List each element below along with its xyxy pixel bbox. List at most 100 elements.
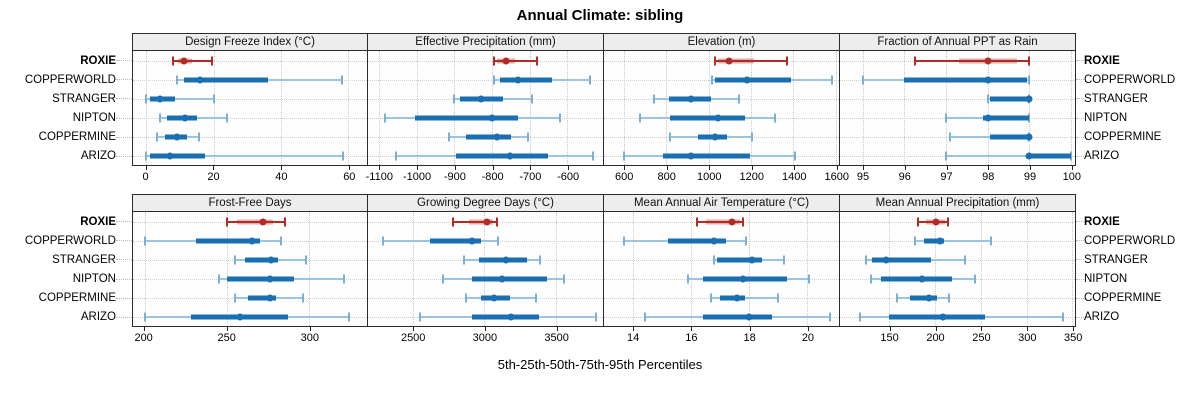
dotted-leader [1076,221,1084,223]
axis-tick-label: 200 [926,332,945,344]
axis-tick-label: 1200 [739,171,765,183]
axis-tick [946,166,948,170]
median-dot-roxie [728,218,736,226]
dotted-leader [116,297,132,299]
whisker-cap [145,94,148,104]
gridline-vertical [1029,51,1031,165]
median-dot-coppermine [490,294,498,302]
median-dot-nipton [498,275,506,283]
iqr-band-coppermine [720,295,745,301]
dotted-leader [116,240,132,242]
axis-tick-label: -700 [519,171,542,183]
median-dot-nipton [984,114,992,122]
median-dot-copperworld [743,76,751,84]
whisker-cap [283,217,286,227]
dotted-leader [116,60,132,62]
panel-axis-design-freeze-index-c: 0 20 40 60 [132,166,368,190]
site-label-left-nipton: NIPTON [0,270,132,289]
whisker-cap [989,236,992,246]
whisker-cap [442,274,444,284]
site-label-right-copperworld: COPPERWORLD [1076,70,1200,89]
iqr-band-copperworld [183,77,268,83]
site-label-text: COPPERMINE [38,131,116,144]
median-dot-arizo [506,152,514,160]
gridline-horizontal [840,98,1075,100]
median-dot-nipton [918,275,926,283]
axis-tick-label: 1000 [696,171,722,183]
whisker-cap [710,293,713,303]
site-label-text: STRANGER [1084,92,1148,105]
whisker-cap [447,132,450,142]
gridline-vertical [416,51,418,165]
site-label-text: STRANGER [52,253,116,266]
panel-plot-frost-free-days [132,212,368,327]
gridline-vertical [807,212,809,326]
axis-tick-label: 3500 [544,332,569,344]
whisker-cap [342,274,345,284]
axis-tick-label: 300 [300,332,320,344]
gridline-vertical [484,212,486,326]
panel-strip-growing-degree-days-c: Growing Degree Days (°C) [368,194,604,212]
whisker-cap [305,255,308,265]
axis-tick [1030,166,1032,170]
axis-tick [281,166,283,170]
gridline-vertical [1072,212,1074,326]
axis-tick [749,327,751,331]
iqr-band-nipton [472,276,547,282]
whisker-cap [638,113,641,123]
gridline-vertical [309,212,311,326]
median-dot-arizo [687,152,695,160]
panel-strip-mean-annual-precipitation-mm: Mean Annual Precipitation (mm) [840,194,1076,212]
median-dot-nipton [488,114,496,122]
iqr-band-arizo [472,314,539,320]
percentile-whisker-coppermine [950,136,1030,139]
whisker-cap [916,217,919,227]
median-dot-roxie [725,57,733,65]
whisker-cap [382,236,384,246]
iqr-band-copperworld [924,238,945,244]
panel-strip-mean-annual-air-temperature-c: Mean Annual Air Temperature (°C) [604,194,840,212]
gridline-vertical [492,51,494,165]
site-label-text: NIPTON [72,273,116,286]
whisker-cap [155,132,158,142]
whisker-cap [687,274,690,284]
whisker-cap [536,56,539,66]
axis-tick [981,327,983,331]
median-dot-nipton [266,275,274,283]
whisker-cap [492,56,495,66]
percentile-whisker-stranger [146,97,214,100]
axis-tick [633,327,635,331]
site-label-text: COPPERWORLD [1084,73,1176,86]
site-label-right-nipton: NIPTON [1076,109,1200,128]
axis-tick-label: -1100 [365,171,393,183]
gridline-vertical [529,51,531,165]
axis-tick [492,166,494,170]
percentile-whisker-roxie [493,59,538,62]
panel-plot-effective-precipitation-mm [368,51,604,166]
axis-tick-label: -900 [443,171,466,183]
whisker-cap [558,113,561,123]
panel-plot-design-freeze-index-c [132,51,368,166]
gridline-vertical [379,51,381,165]
panel-plot-growing-degree-days-c [368,212,604,327]
iqr-band-stranger [872,257,931,263]
whisker-cap [217,274,220,284]
dotted-leader [1076,278,1084,280]
dotted-leader [116,221,132,223]
site-label-text: STRANGER [52,92,116,105]
dotted-leader [1076,240,1084,242]
panel-plot-mean-annual-air-temperature-c [604,212,840,327]
percentile-whisker-roxie [226,220,285,223]
axis-tick [1071,166,1073,170]
panel-axis-elevation-m: 600 800 1000 1200 1400 1600 [604,166,849,190]
iqr-band-nipton [983,115,1030,121]
median-dot-coppermine [711,133,719,141]
dotted-leader [116,259,132,261]
whisker-cap [964,255,967,265]
site-label-left-copperworld: COPPERWORLD [0,231,132,250]
site-label-text: COPPERWORLD [24,73,116,86]
gridline-vertical [213,51,215,165]
whisker-cap [197,132,200,142]
axis-tick-label: 600 [615,171,634,183]
axis-tick [666,166,668,170]
